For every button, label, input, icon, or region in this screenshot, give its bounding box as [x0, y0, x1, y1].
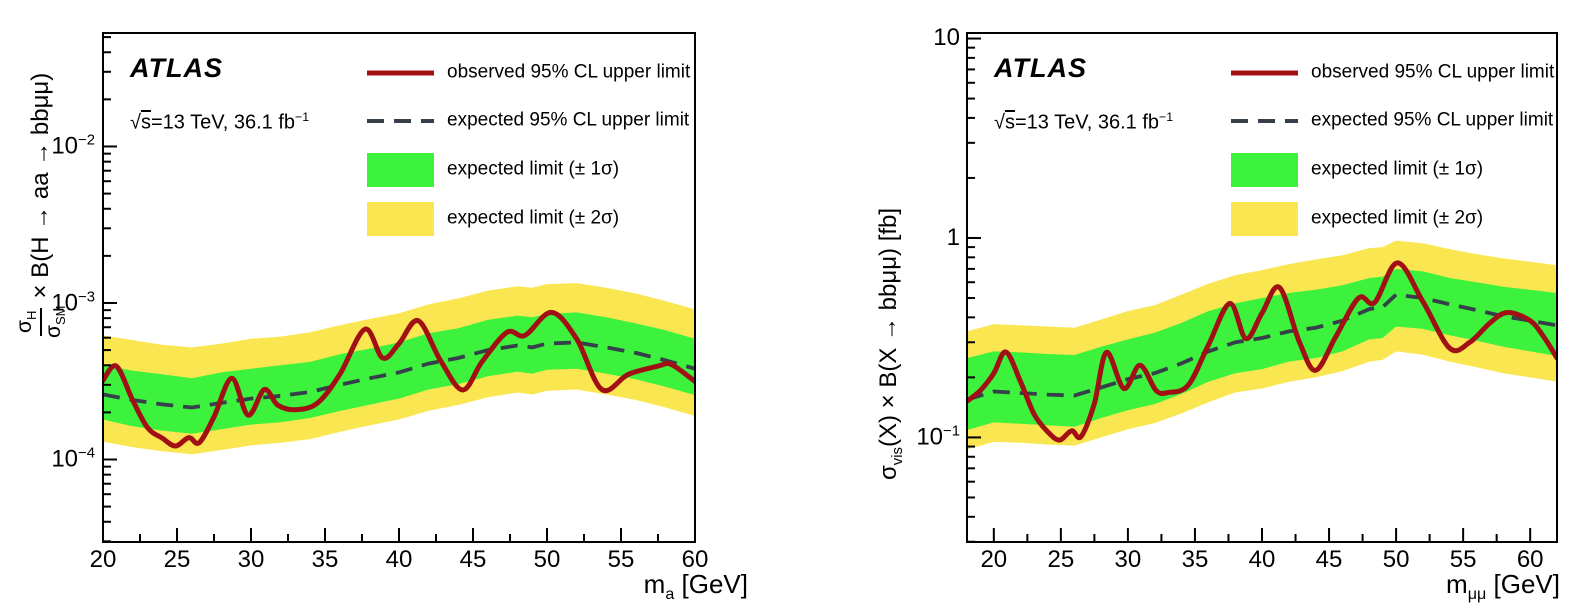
left-y-tick-label-1e-2: 10−2 — [51, 132, 95, 160]
right-x-tick-label-25: 25 — [1047, 546, 1075, 573]
left-y-tick-label-1e-3: 10−3 — [51, 289, 95, 317]
right-legend — [1231, 70, 1298, 236]
left-legend-1sigma-box — [367, 153, 434, 187]
left-x-tick-label-30: 30 — [237, 546, 265, 573]
right-x-tick-label-40: 40 — [1248, 546, 1276, 573]
right-legend-label-expected: expected 95% CL upper limit — [1311, 109, 1554, 131]
left-y-axis-title-suffix: × B(H → aa → bbμμ) — [26, 72, 54, 299]
left-legend-label-1sigma: expected limit (± 1σ) — [447, 158, 620, 180]
left-x-tick-label-55: 55 — [607, 546, 635, 573]
right-x-tick-label-50: 50 — [1382, 546, 1410, 573]
right-legend-2sigma-box — [1231, 202, 1298, 236]
left-limit-plot — [102, 32, 696, 543]
left-lumi-label: √s=13 TeV, 36.1 fb−1 — [130, 110, 310, 134]
left-x-tick-label-50: 50 — [533, 546, 561, 573]
right-limit-plot — [966, 32, 1558, 543]
left-axis-ticks — [102, 36, 696, 543]
left-x-tick-label-20: 20 — [89, 546, 117, 573]
left-x-tick-label-60: 60 — [681, 546, 709, 573]
right-legend-1sigma-box — [1231, 153, 1298, 187]
left-x-tick-label-35: 35 — [311, 546, 339, 573]
right-x-tick-label-35: 35 — [1181, 546, 1209, 573]
right-x-tick-label-30: 30 — [1114, 546, 1142, 573]
right-legend-label-2sigma: expected limit (± 2σ) — [1311, 207, 1484, 229]
left-y-tick-label-1e-4: 10−4 — [51, 445, 95, 473]
right-observed-limit-curve — [967, 260, 1557, 443]
left-legend-2sigma-box — [367, 202, 434, 236]
left-x-tick-label-45: 45 — [459, 546, 487, 573]
left-legend-label-2sigma: expected limit (± 2σ) — [447, 207, 620, 229]
right-lumi-label: √s=13 TeV, 36.1 fb−1 — [994, 110, 1174, 134]
right-one-sigma-band — [967, 268, 1557, 430]
right-y-tick-label-1e-1: 10−1 — [916, 423, 960, 451]
right-y-axis-title-text: σvis(X) × B(X → bbμμ) [fb] — [875, 207, 906, 480]
right-y-axis-title: σvis(X) × B(X → bbμμ) [fb] — [875, 207, 906, 480]
right-y-tick-label-1: 1 — [946, 223, 960, 251]
right-x-tick-label-20: 20 — [980, 546, 1008, 573]
right-axis-ticks — [967, 37, 1532, 543]
right-y-tick-label-10: 10 — [933, 23, 960, 51]
left-y-axis-fraction-denominator: σSM — [41, 305, 69, 339]
left-x-tick-label-40: 40 — [385, 546, 413, 573]
left-x-axis-title: ma [GeV] — [643, 569, 748, 604]
left-atlas-label: ATLAS — [130, 53, 223, 83]
right-legend-label-observed: observed 95% CL upper limit — [1311, 61, 1555, 83]
left-expected-limit-curve — [103, 340, 695, 410]
left-y-axis-fraction: σH σSM — [13, 305, 69, 339]
right-legend-label-1sigma: expected limit (± 1σ) — [1311, 158, 1484, 180]
right-x-tick-label-60: 60 — [1516, 546, 1544, 573]
right-x-tick-label-55: 55 — [1449, 546, 1477, 573]
left-legend-label-observed: observed 95% CL upper limit — [447, 61, 691, 83]
left-y-axis-fraction-numerator: σH — [13, 307, 42, 336]
left-observed-limit-curve — [103, 309, 695, 449]
left-legend — [367, 70, 434, 236]
right-x-tick-label-45: 45 — [1315, 546, 1343, 573]
left-legend-label-expected: expected 95% CL upper limit — [447, 109, 690, 131]
left-x-tick-label-25: 25 — [163, 546, 191, 573]
right-x-axis-title: mμμ [GeV] — [1446, 569, 1560, 604]
right-atlas-label: ATLAS — [994, 53, 1087, 83]
left-y-axis-title: σH σSM × B(H → aa → bbμμ) — [13, 72, 69, 339]
